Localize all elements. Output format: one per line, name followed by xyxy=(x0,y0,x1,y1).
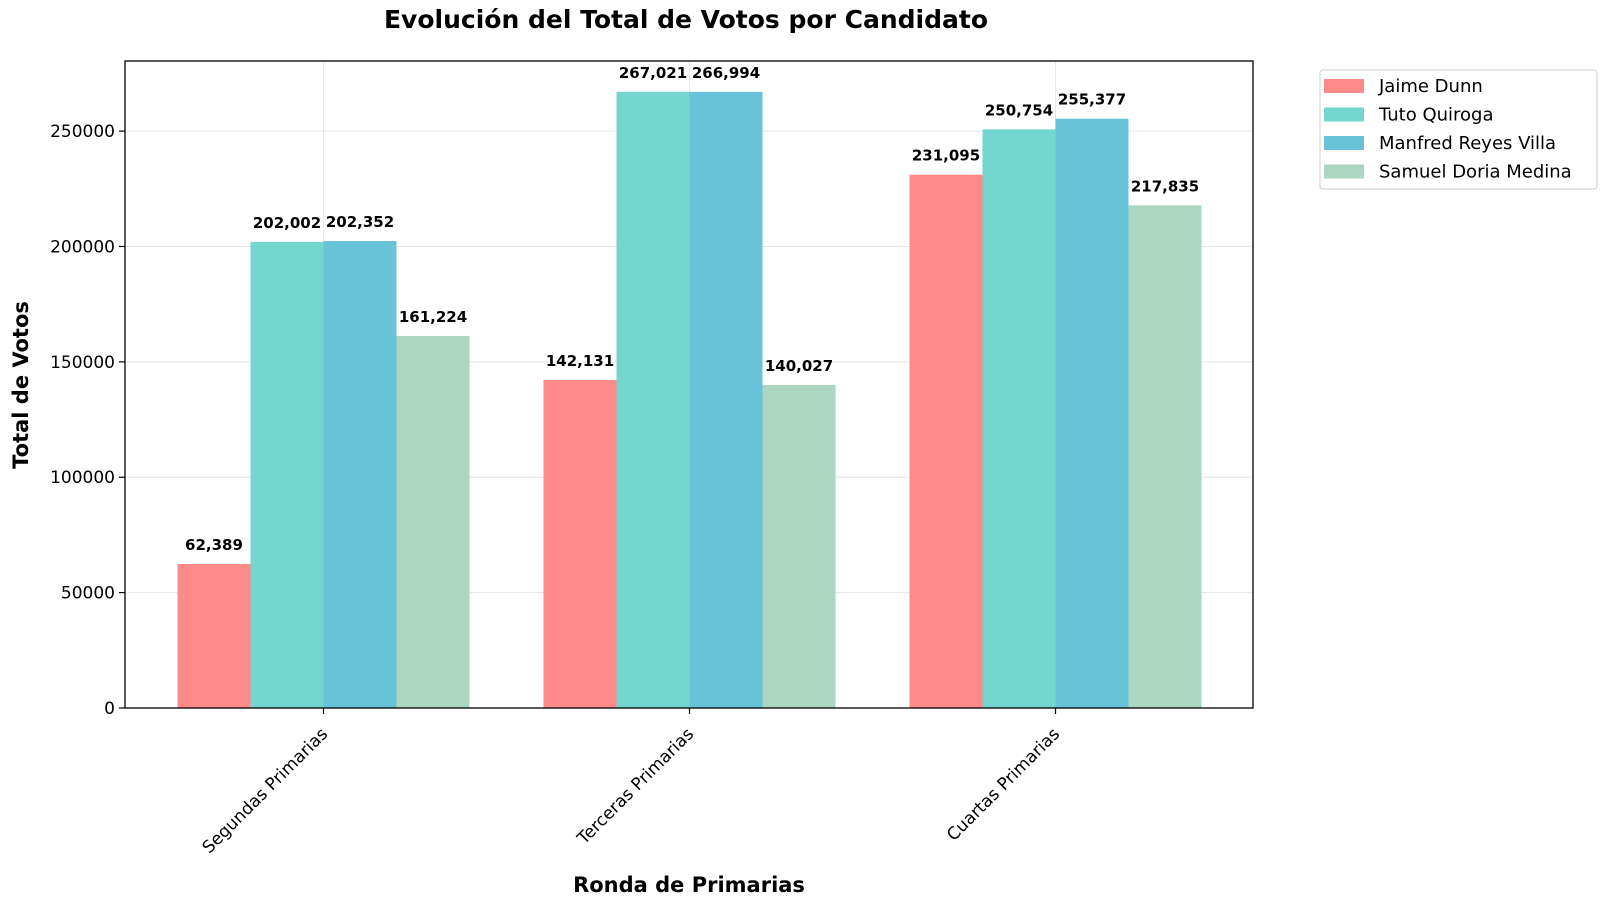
data-label: 202,352 xyxy=(326,213,394,231)
legend-frame xyxy=(1319,69,1598,190)
bar xyxy=(1128,205,1202,708)
legend-entry: Jaime Dunn xyxy=(1378,76,1483,97)
x-axis: Segundas Primarias Terceras Primarias Cuar… xyxy=(199,708,1064,858)
bar xyxy=(323,241,397,708)
data-label: 267,021 xyxy=(619,64,687,82)
y-axis-label: Total de Votos xyxy=(9,301,33,469)
legend-swatch xyxy=(1324,136,1364,150)
bar xyxy=(689,91,763,709)
y-tick-label: 200000 xyxy=(50,237,115,257)
x-tick-label: Cuartas Primarias xyxy=(943,724,1064,845)
y-tick-label: 250000 xyxy=(50,122,115,142)
data-label: 217,835 xyxy=(1131,177,1199,195)
legend-entry: Manfred Reyes Villa xyxy=(1379,133,1556,154)
legend-swatch xyxy=(1324,164,1364,179)
x-tick-label: Terceras Primarias xyxy=(573,724,698,849)
bar xyxy=(543,380,617,708)
legend-swatch xyxy=(1324,107,1364,122)
legend-swatch xyxy=(1324,79,1364,93)
bar xyxy=(1055,118,1129,708)
data-label: 62,389 xyxy=(185,536,243,554)
y-tick-label: 50000 xyxy=(61,584,115,604)
y-axis: 0 50000 100000 150000 200000 250000 xyxy=(50,122,125,719)
data-label: 202,002 xyxy=(253,214,321,232)
data-label: 250,754 xyxy=(985,101,1053,119)
data-labels: 62,389 142,131 231,095 202,002 267,021 250,75… xyxy=(185,64,1199,554)
data-label: 140,027 xyxy=(765,357,833,375)
bars xyxy=(177,91,1202,709)
x-tick-label: Segundas Primarias xyxy=(199,724,333,858)
y-tick-label: 150000 xyxy=(50,353,115,373)
data-label: 142,131 xyxy=(546,352,614,370)
data-label: 161,224 xyxy=(399,308,467,326)
x-axis-label: Ronda de Primarias xyxy=(573,873,805,897)
bar xyxy=(177,564,251,708)
y-tick-label: 0 xyxy=(104,699,115,719)
bar xyxy=(909,174,983,708)
bar xyxy=(616,91,690,708)
chart-title: Evolución del Total de Votos por Candida… xyxy=(384,5,988,34)
legend-entry: Tuto Quiroga xyxy=(1378,105,1494,126)
data-label: 255,377 xyxy=(1058,91,1126,109)
data-label: 266,994 xyxy=(692,64,760,82)
legend-entry: Samuel Doria Medina xyxy=(1379,162,1572,183)
legend: Jaime Dunn Tuto Quiroga Manfred Reyes Vill… xyxy=(1319,69,1598,190)
bar xyxy=(250,241,324,708)
bar xyxy=(762,384,836,708)
bar xyxy=(396,335,470,708)
bar xyxy=(982,129,1056,708)
data-label: 231,095 xyxy=(912,147,980,165)
y-tick-label: 100000 xyxy=(50,468,115,488)
